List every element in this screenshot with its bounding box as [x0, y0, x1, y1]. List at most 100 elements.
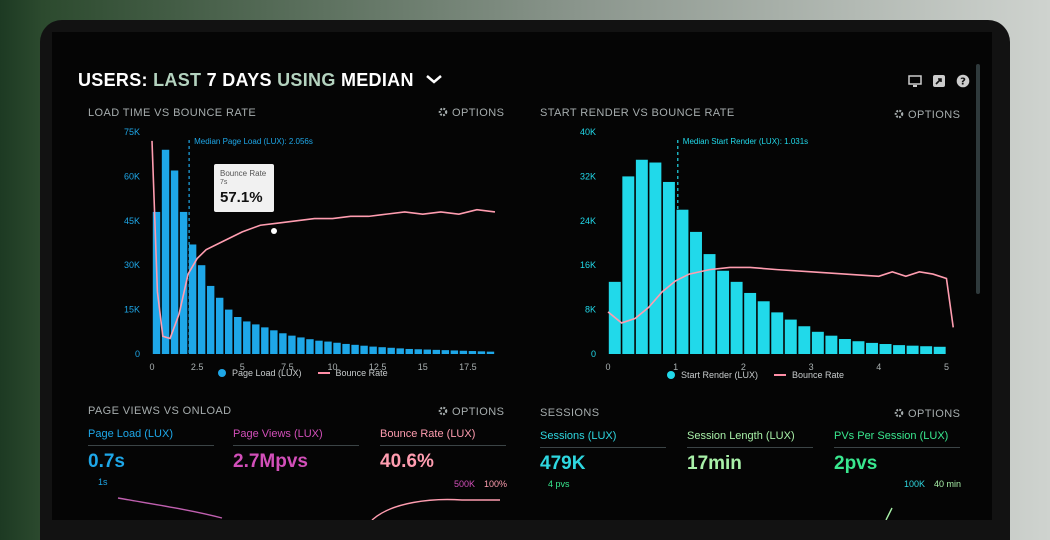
y-tick-label: 32K: [580, 171, 596, 181]
gear-icon: [438, 406, 448, 416]
panel1-options-button[interactable]: OPTIONS: [438, 107, 504, 119]
bar: [423, 349, 431, 354]
x-tick-label: 2: [741, 362, 746, 372]
panel3-title: PAGE VIEWS VS ONLOAD: [88, 405, 232, 417]
share-icon[interactable]: [932, 74, 946, 88]
gear-icon: [894, 408, 904, 418]
panel2-legend: Start Render (LUX) Bounce Rate: [667, 370, 844, 380]
bar: [486, 351, 495, 354]
divider: [380, 445, 506, 446]
bar: [757, 301, 770, 354]
metric-value: 2.7Mpvs: [233, 451, 308, 472]
options-label: OPTIONS: [452, 107, 505, 119]
axis-label: 40 min: [934, 479, 962, 489]
legend-line: [317, 372, 330, 374]
metric-label: Page Load (LUX): [88, 428, 173, 440]
header-toolbar: ?: [908, 74, 970, 88]
x-tick-label: 2.5: [191, 362, 204, 372]
metric-label: Sessions (LUX): [540, 430, 617, 442]
scrollbar[interactable]: [976, 64, 980, 294]
tooltip-sub: 7s: [220, 179, 228, 186]
bar: [784, 319, 797, 354]
bar: [369, 346, 377, 354]
metric-value: 0.7s: [88, 451, 125, 472]
bar: [798, 326, 811, 354]
metric-label: Session Length (LUX): [687, 430, 795, 442]
tooltip-value: 57.1%: [220, 189, 263, 206]
x-tick-label: 12.5: [369, 362, 387, 372]
help-icon[interactable]: ?: [956, 74, 970, 88]
bar: [197, 265, 206, 354]
title-median: MEDIAN: [340, 70, 414, 90]
y-tick-label: 16K: [580, 260, 596, 270]
gear-icon: [438, 107, 448, 117]
bar: [405, 348, 413, 354]
bar: [477, 351, 486, 354]
bar: [635, 159, 648, 354]
panel2-options-button[interactable]: OPTIONS: [894, 109, 960, 121]
bar: [838, 339, 851, 354]
bar: [468, 351, 477, 354]
panel1-legend: Page Load (LUX) Bounce Rate: [218, 368, 388, 378]
divider: [540, 447, 666, 448]
bar: [771, 312, 784, 354]
svg-text:?: ?: [960, 77, 966, 88]
bar: [690, 231, 702, 354]
bar: [622, 176, 635, 354]
divider: [834, 447, 960, 448]
tooltip-label: Bounce Rate: [220, 169, 267, 178]
bar: [270, 330, 278, 354]
panel4-options-button[interactable]: OPTIONS: [894, 408, 960, 420]
bar: [744, 292, 757, 354]
gear-icon: [894, 109, 904, 119]
bar: [414, 349, 422, 354]
panel2-title: START RENDER VS BOUNCE RATE: [540, 107, 735, 119]
axis-label: 100K: [904, 479, 926, 489]
sparkline: [885, 507, 893, 520]
metric-value: 40.6%: [380, 451, 434, 472]
x-tick-label: 3: [809, 362, 814, 372]
x-tick-label: 15: [418, 362, 428, 372]
monitor-icon[interactable]: [908, 74, 922, 88]
panel3-options-button[interactable]: OPTIONS: [438, 406, 504, 418]
bar: [243, 321, 251, 354]
bar: [450, 350, 459, 354]
median-label: Median Page Load (LUX): 2.056s: [194, 137, 313, 146]
y-tick-label: 0: [591, 349, 596, 359]
y-tick-label: 60K: [124, 171, 140, 181]
bar: [441, 350, 450, 354]
bar: [662, 181, 675, 354]
bar: [179, 211, 188, 354]
bar: [387, 347, 395, 354]
bar: [297, 337, 305, 354]
dashboard-screen: USERS: LAST 7 DAYS USING MEDIAN ? LOAD T…: [52, 32, 992, 520]
median-label: Median Start Render (LUX): 1.031s: [683, 137, 808, 146]
options-label: OPTIONS: [908, 109, 961, 121]
bar: [351, 344, 359, 354]
bar: [432, 349, 441, 354]
bar: [252, 324, 260, 354]
bar: [852, 341, 865, 354]
bar: [215, 297, 224, 354]
metric-label: PVs Per Session (LUX): [834, 430, 949, 442]
title-using: USING: [277, 70, 336, 90]
bar: [161, 149, 170, 354]
y-tick-label: 45K: [124, 216, 140, 226]
page-title[interactable]: USERS: LAST 7 DAYS USING MEDIAN: [78, 70, 443, 91]
title-days: 7 DAYS: [206, 70, 272, 90]
metric-label: Bounce Rate (LUX): [380, 428, 476, 440]
x-tick-label: 0: [605, 362, 610, 372]
x-tick-label: 10: [328, 362, 338, 372]
axis-label: 1s: [98, 477, 108, 487]
x-tick-label: 5: [944, 362, 949, 372]
y-tick-label: 40K: [580, 127, 596, 137]
bar: [920, 346, 933, 354]
divider: [233, 445, 359, 446]
divider: [687, 447, 813, 448]
chevron-down-icon[interactable]: [425, 74, 443, 84]
y-tick-label: 24K: [580, 216, 596, 226]
axis-label: 500K: [454, 479, 476, 489]
bar: [170, 170, 179, 354]
metric-label: Page Views (LUX): [233, 428, 323, 440]
metric-value: 2pvs: [834, 453, 878, 474]
